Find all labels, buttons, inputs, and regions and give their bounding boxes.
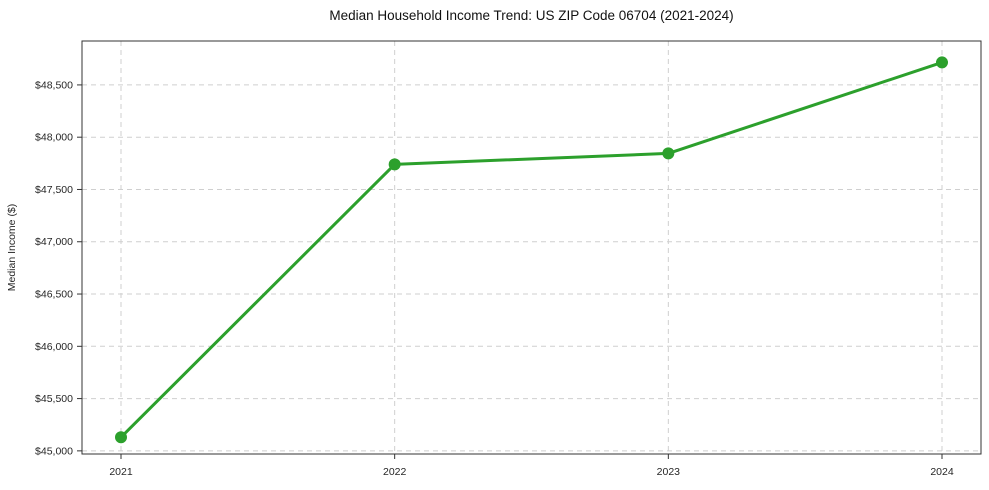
x-tick-label: 2023 [657,466,681,478]
y-tick-label: $48,500 [35,79,73,91]
y-tick-label: $45,000 [35,445,73,457]
x-tick-label: 2021 [109,466,133,478]
chart-title: Median Household Income Trend: US ZIP Co… [329,8,734,23]
plot-spines [81,40,982,455]
y-tick-label: $48,000 [35,132,73,144]
x-tick-label: 2024 [930,466,954,478]
y-axis-label: Median Income ($) [6,204,18,292]
data-point-marker [388,158,401,171]
trend-line [119,60,944,439]
y-tick-label: $47,500 [35,184,73,196]
y-tick-label: $45,500 [35,393,73,405]
data-point-marker [662,147,675,160]
y-tick-label: $46,000 [35,341,73,353]
x-tick-label: 2022 [383,466,407,478]
y-tick-label: $47,000 [35,236,73,248]
data-point-marker [936,56,948,69]
data-point-marker [115,431,127,444]
y-tick-label: $46,500 [35,289,73,301]
